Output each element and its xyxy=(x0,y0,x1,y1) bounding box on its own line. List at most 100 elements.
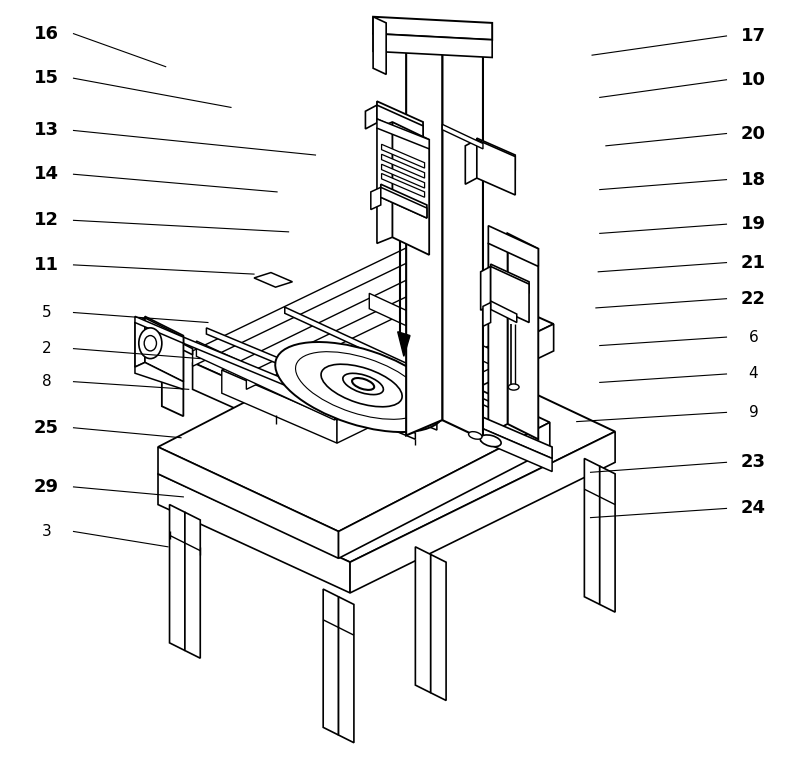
Text: 22: 22 xyxy=(741,290,766,308)
Polygon shape xyxy=(507,234,538,439)
Polygon shape xyxy=(222,280,522,420)
Polygon shape xyxy=(377,122,392,244)
Polygon shape xyxy=(350,432,615,593)
Polygon shape xyxy=(481,416,552,459)
Ellipse shape xyxy=(469,432,482,439)
Text: 2: 2 xyxy=(42,341,51,356)
Polygon shape xyxy=(382,144,425,168)
Polygon shape xyxy=(323,589,338,735)
Text: 29: 29 xyxy=(34,478,59,496)
Text: 20: 20 xyxy=(741,125,766,143)
Ellipse shape xyxy=(352,378,374,390)
Polygon shape xyxy=(477,140,515,195)
Polygon shape xyxy=(382,173,425,197)
Ellipse shape xyxy=(343,373,383,395)
Polygon shape xyxy=(135,362,183,389)
Polygon shape xyxy=(193,247,408,366)
Polygon shape xyxy=(377,105,423,140)
Polygon shape xyxy=(222,370,337,443)
Polygon shape xyxy=(185,512,200,658)
Polygon shape xyxy=(490,301,517,322)
Polygon shape xyxy=(600,466,615,612)
Polygon shape xyxy=(206,328,437,430)
Polygon shape xyxy=(285,307,522,423)
Ellipse shape xyxy=(275,342,445,432)
Polygon shape xyxy=(488,226,538,267)
Polygon shape xyxy=(158,474,350,593)
Polygon shape xyxy=(392,122,429,255)
Polygon shape xyxy=(338,423,550,558)
Polygon shape xyxy=(382,164,425,188)
Polygon shape xyxy=(162,333,193,355)
Text: 10: 10 xyxy=(741,71,766,89)
Ellipse shape xyxy=(480,435,501,446)
Polygon shape xyxy=(193,259,554,428)
Text: 23: 23 xyxy=(741,453,766,471)
Text: 6: 6 xyxy=(749,329,758,345)
Text: 5: 5 xyxy=(42,305,51,320)
Polygon shape xyxy=(415,547,430,693)
Polygon shape xyxy=(406,32,442,436)
Polygon shape xyxy=(373,17,492,40)
Polygon shape xyxy=(483,302,490,326)
Polygon shape xyxy=(477,138,515,170)
Ellipse shape xyxy=(321,364,402,407)
Polygon shape xyxy=(377,119,429,149)
Text: 15: 15 xyxy=(34,69,59,87)
Polygon shape xyxy=(193,362,338,455)
Ellipse shape xyxy=(144,335,157,351)
Text: 11: 11 xyxy=(34,256,59,274)
Polygon shape xyxy=(381,184,427,218)
Polygon shape xyxy=(481,267,490,310)
Polygon shape xyxy=(584,459,600,604)
Polygon shape xyxy=(197,341,334,420)
Polygon shape xyxy=(481,428,552,472)
Polygon shape xyxy=(170,504,185,651)
Polygon shape xyxy=(466,140,477,184)
Polygon shape xyxy=(366,105,377,129)
Text: 14: 14 xyxy=(34,165,59,183)
Polygon shape xyxy=(145,318,183,382)
Polygon shape xyxy=(254,273,293,287)
Text: 8: 8 xyxy=(42,374,51,389)
Polygon shape xyxy=(158,447,338,558)
Polygon shape xyxy=(381,187,427,218)
Ellipse shape xyxy=(508,384,519,390)
Text: 18: 18 xyxy=(741,170,766,189)
Polygon shape xyxy=(490,264,529,293)
Polygon shape xyxy=(490,267,529,322)
Polygon shape xyxy=(338,597,354,742)
Polygon shape xyxy=(398,332,410,356)
Text: 13: 13 xyxy=(34,122,59,140)
Polygon shape xyxy=(373,34,492,58)
Polygon shape xyxy=(135,316,183,343)
Polygon shape xyxy=(488,234,507,434)
Text: 17: 17 xyxy=(741,27,766,45)
Text: 21: 21 xyxy=(741,254,766,271)
Polygon shape xyxy=(246,271,462,389)
Polygon shape xyxy=(406,29,483,52)
Polygon shape xyxy=(371,187,381,210)
Polygon shape xyxy=(382,154,425,178)
Polygon shape xyxy=(145,316,183,343)
Polygon shape xyxy=(442,124,483,149)
Text: 24: 24 xyxy=(741,500,766,517)
Polygon shape xyxy=(442,32,483,439)
Polygon shape xyxy=(337,330,522,443)
Polygon shape xyxy=(162,333,183,416)
Polygon shape xyxy=(338,324,554,455)
Text: 12: 12 xyxy=(34,211,59,229)
Text: 3: 3 xyxy=(42,524,51,539)
Polygon shape xyxy=(158,341,615,562)
Polygon shape xyxy=(158,338,550,531)
Polygon shape xyxy=(370,293,507,372)
Text: 25: 25 xyxy=(34,419,59,436)
Text: 4: 4 xyxy=(749,366,758,382)
Polygon shape xyxy=(373,17,386,74)
Polygon shape xyxy=(430,554,446,701)
Text: 16: 16 xyxy=(34,25,59,42)
Polygon shape xyxy=(377,101,423,140)
Text: 19: 19 xyxy=(741,215,766,233)
Polygon shape xyxy=(183,337,415,439)
Text: 9: 9 xyxy=(749,405,758,420)
